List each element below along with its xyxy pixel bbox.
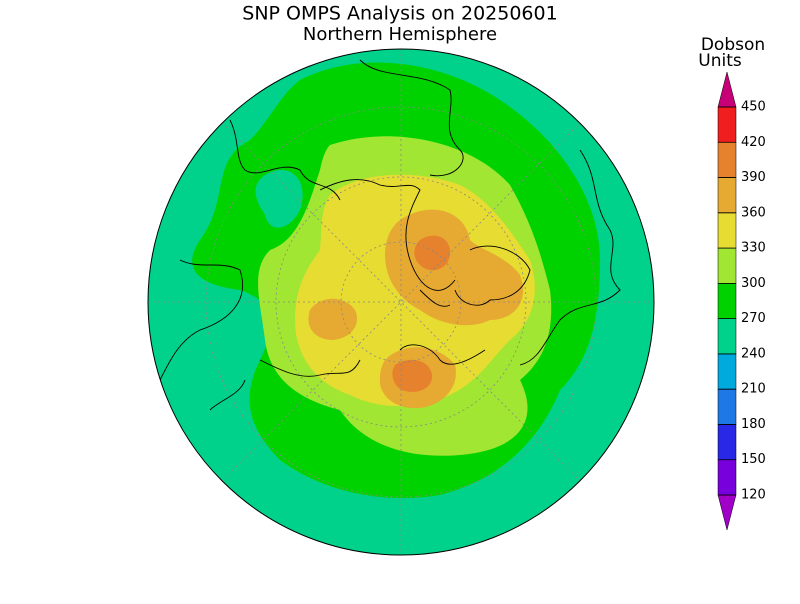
colorbar-tick-label: 300 [741, 276, 766, 291]
colorbar-band [717, 424, 737, 460]
colorbar-band [717, 247, 737, 284]
ozone-region [385, 209, 524, 326]
map [147, 48, 655, 556]
colorbar-tick-label: 390 [741, 170, 766, 185]
colorbar-tick-label: 210 [741, 382, 766, 397]
ozone-region [392, 359, 433, 392]
colorbar-band [717, 459, 737, 496]
colorbar-tick-label: 240 [741, 346, 766, 361]
title: SNP OMPS Analysis on 20250601 [242, 3, 557, 25]
graticule [148, 49, 654, 555]
colorbar-label: Units [698, 51, 742, 71]
colorbar-tick-label: 330 [741, 241, 766, 256]
map-border [147, 48, 655, 556]
colorbar-cap [717, 71, 737, 108]
colorbar-band [717, 388, 737, 425]
colorbar-tick-label: 270 [741, 311, 766, 326]
colorbar-band [717, 353, 737, 390]
colorbar-tick-label: 120 [741, 488, 766, 503]
colorbar-tick-label: 180 [741, 417, 766, 432]
colorbar-cap [717, 494, 737, 531]
colorbar-band [717, 283, 737, 319]
coastline [159, 59, 621, 411]
colorbar-label: Dobson [701, 35, 765, 55]
colorbar-band [717, 142, 737, 178]
subtitle: Northern Hemisphere [303, 24, 497, 45]
colorbar-tick-label: 450 [741, 100, 766, 115]
ozone-region [308, 298, 358, 340]
colorbar-tick-label: 150 [741, 452, 766, 467]
colorbar-band [717, 212, 737, 249]
colorbar-tick-label: 420 [741, 135, 766, 150]
colorbar-tick-label: 360 [741, 205, 766, 220]
colorbar-band [717, 318, 737, 355]
colorbar-band [717, 106, 737, 143]
colorbar: 120 150 180 210 240 270 300 330 360 390 420 450 [717, 71, 766, 531]
ozone-region [255, 169, 303, 228]
colorbar-band [717, 177, 737, 214]
